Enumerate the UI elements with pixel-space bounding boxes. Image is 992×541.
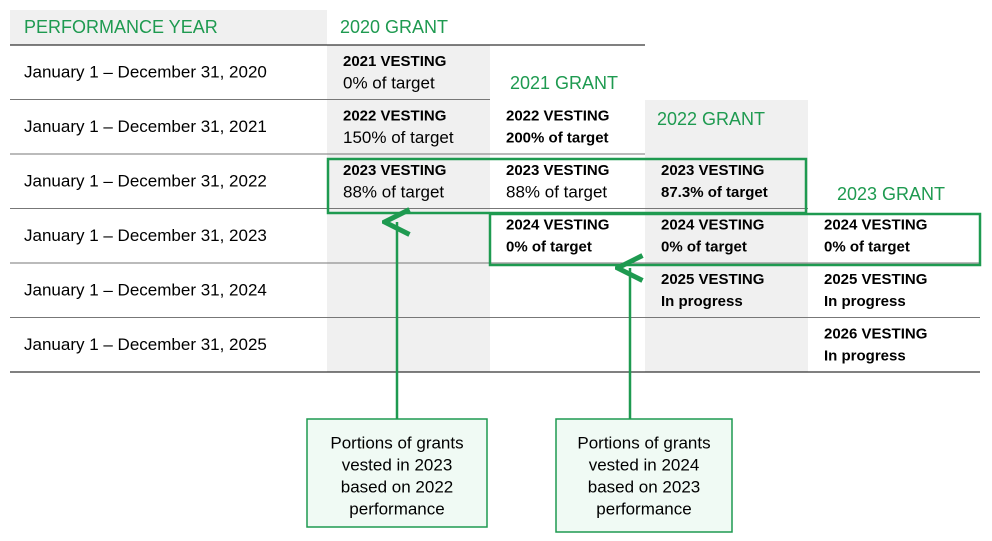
grant-header: 2021 GRANT (510, 73, 618, 93)
cell-detail: In progress (824, 347, 906, 364)
cell-detail: 150% of target (343, 128, 454, 147)
highlight-box (488, 212, 982, 267)
cell-detail: 0% of target (343, 73, 435, 92)
row-label: January 1 – December 31, 2022 (24, 172, 267, 191)
row-label: January 1 – December 31, 2024 (24, 281, 267, 300)
callout-text: vested in 2023 (342, 455, 453, 474)
cell-title: 2024 VESTING (824, 216, 927, 233)
column-bg (645, 100, 808, 372)
cell-detail: In progress (661, 293, 743, 310)
row-label: January 1 – December 31, 2021 (24, 117, 267, 136)
cell-detail: 88% of target (506, 182, 607, 201)
row-label: January 1 – December 31, 2020 (24, 63, 267, 82)
cell-detail: 0% of target (824, 238, 910, 255)
grant-header: 2020 GRANT (340, 17, 448, 37)
callout-text: Portions of grants (330, 433, 463, 452)
callout-box (306, 418, 488, 528)
cell-title: 2023 VESTING (343, 162, 446, 179)
cell-detail: 0% of target (661, 238, 747, 255)
grant-header: 2023 GRANT (837, 184, 945, 204)
cell-title: 2025 VESTING (661, 271, 764, 288)
grant-header: 2022 GRANT (657, 109, 765, 129)
cell-detail: 88% of target (343, 182, 444, 201)
callout-box (555, 418, 733, 533)
cell-title: 2026 VESTING (824, 325, 927, 342)
callout-text: performance (349, 499, 444, 518)
cell-title: 2023 VESTING (661, 162, 764, 179)
row-label: January 1 – December 31, 2025 (24, 335, 267, 354)
rows: January 1 – December 31, 2020 2021 VESTIN… (10, 44, 980, 373)
callout-text: based on 2022 (341, 477, 454, 496)
cell-title: 2023 VESTING (506, 162, 609, 179)
row-label: January 1 – December 31, 2023 (24, 226, 267, 245)
cell-title: 2024 VESTING (661, 216, 764, 233)
performance-year-header: PERFORMANCE YEAR (24, 17, 218, 37)
callouts: Portions of grants vested in 2023 based on… (330, 433, 710, 518)
cell-title: 2022 VESTING (506, 107, 609, 124)
cell-title: 2024 VESTING (506, 216, 609, 233)
cell-detail: 0% of target (506, 238, 592, 255)
callout-text: performance (596, 499, 691, 518)
cell-detail: 87.3% of target (661, 184, 768, 201)
callout-text: vested in 2024 (589, 455, 700, 474)
cell-title: 2022 VESTING (343, 107, 446, 124)
cell-detail: 200% of target (506, 129, 609, 146)
callout-text: Portions of grants (577, 433, 710, 452)
cell-detail: In progress (824, 293, 906, 310)
callout-text: based on 2023 (588, 477, 701, 496)
header-bg (10, 10, 327, 45)
cell-title: 2021 VESTING (343, 53, 446, 70)
cell-title: 2025 VESTING (824, 271, 927, 288)
